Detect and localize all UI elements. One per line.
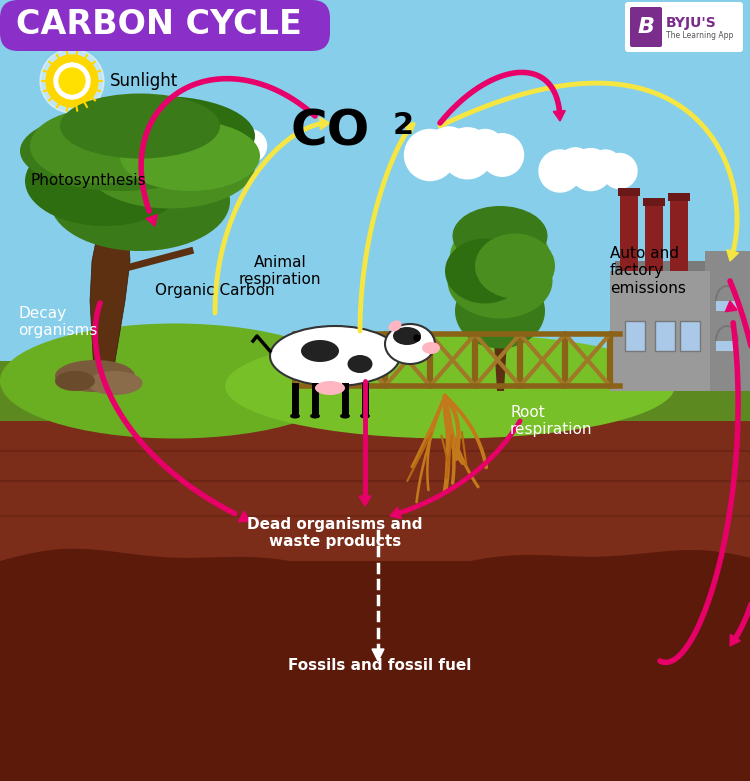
Ellipse shape [25,136,185,226]
Ellipse shape [385,324,435,364]
Polygon shape [618,188,640,196]
Polygon shape [0,661,750,781]
Polygon shape [668,193,690,201]
Text: Animal
respiration: Animal respiration [238,255,321,287]
Text: Auto and
factory
emissions: Auto and factory emissions [610,246,686,296]
Circle shape [40,49,104,113]
Ellipse shape [455,273,545,348]
Text: Decay
organisms: Decay organisms [18,306,98,338]
Ellipse shape [347,355,373,373]
Polygon shape [716,301,738,311]
Ellipse shape [225,333,675,438]
Polygon shape [645,206,663,271]
FancyBboxPatch shape [625,2,743,52]
Circle shape [59,68,85,94]
Text: B: B [638,17,655,37]
Text: CARBON CYCLE: CARBON CYCLE [16,9,302,41]
Polygon shape [727,250,739,261]
Circle shape [481,134,524,177]
Text: BYJU'S: BYJU'S [666,16,717,30]
Text: Dead organisms and
waste products: Dead organisms and waste products [248,517,423,549]
Polygon shape [404,123,415,134]
Ellipse shape [475,234,555,298]
Polygon shape [725,301,737,312]
Circle shape [46,55,98,107]
Ellipse shape [65,96,255,176]
Ellipse shape [445,238,525,304]
Text: CO: CO [291,107,370,155]
Circle shape [558,148,593,183]
Text: 2: 2 [393,111,414,140]
Ellipse shape [270,326,400,386]
Ellipse shape [120,121,260,191]
Circle shape [602,154,637,188]
Polygon shape [494,321,507,391]
Ellipse shape [20,111,220,191]
Circle shape [223,127,251,155]
Text: Organic Carbon: Organic Carbon [155,284,274,298]
Text: Sunlight: Sunlight [110,72,178,90]
Ellipse shape [301,340,339,362]
Circle shape [204,125,243,164]
FancyBboxPatch shape [630,7,662,47]
Circle shape [176,127,214,166]
FancyBboxPatch shape [0,0,330,51]
Polygon shape [146,215,158,226]
Polygon shape [0,391,750,781]
Polygon shape [620,196,638,271]
Ellipse shape [30,109,170,184]
Polygon shape [554,111,566,121]
Circle shape [466,130,504,167]
Polygon shape [615,261,705,271]
Ellipse shape [88,371,142,395]
Polygon shape [372,649,384,661]
Ellipse shape [55,371,95,391]
Ellipse shape [450,221,550,291]
Ellipse shape [85,123,255,209]
Polygon shape [705,251,750,391]
Ellipse shape [422,342,440,354]
Circle shape [590,150,621,180]
Text: Photosynthesis: Photosynthesis [30,173,146,188]
Polygon shape [320,118,330,130]
Polygon shape [610,271,710,391]
Polygon shape [670,201,688,271]
Ellipse shape [290,413,300,419]
Ellipse shape [0,323,350,438]
Circle shape [54,63,90,99]
Ellipse shape [60,94,220,159]
Circle shape [442,128,493,179]
Circle shape [404,130,455,180]
Ellipse shape [55,360,135,392]
Ellipse shape [448,244,553,319]
Polygon shape [359,496,371,506]
Polygon shape [680,321,700,351]
Ellipse shape [393,327,421,345]
Polygon shape [730,634,740,646]
Text: Fossils and fossil fuel: Fossils and fossil fuel [288,658,472,673]
Ellipse shape [340,413,350,419]
Circle shape [539,150,581,192]
Polygon shape [655,321,675,351]
Polygon shape [390,507,401,519]
Polygon shape [716,341,738,351]
Circle shape [414,335,420,341]
Circle shape [570,148,612,191]
Text: The Learning App: The Learning App [666,30,734,40]
Circle shape [234,130,266,162]
Polygon shape [0,549,750,781]
Polygon shape [0,661,750,711]
Polygon shape [0,561,750,781]
Text: Root
respiration: Root respiration [510,405,592,437]
Ellipse shape [50,151,230,251]
Polygon shape [643,198,665,206]
Ellipse shape [360,413,370,419]
Ellipse shape [452,206,548,266]
Ellipse shape [310,413,320,419]
Circle shape [193,124,226,157]
Circle shape [427,127,470,169]
Polygon shape [625,321,645,351]
Ellipse shape [315,381,345,395]
Polygon shape [0,361,750,421]
